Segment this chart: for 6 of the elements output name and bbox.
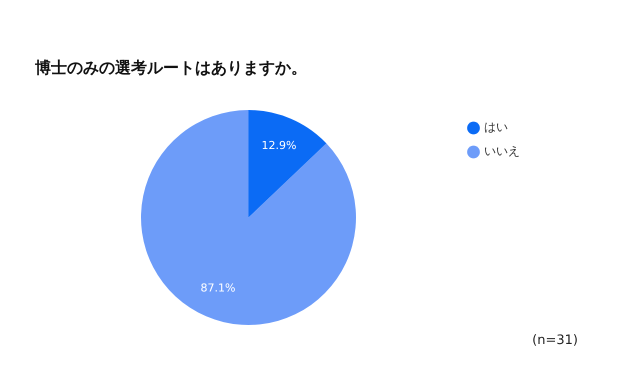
data-label: 12.9% <box>262 139 296 152</box>
data-label: 87.1% <box>200 281 236 294</box>
text: (n=31) <box>532 333 578 348</box>
chart-title: 博士のみの選考ルートはありますか。 <box>35 58 307 79</box>
legend-label: いいえ <box>484 144 520 158</box>
legend-label: はい <box>484 120 508 134</box>
